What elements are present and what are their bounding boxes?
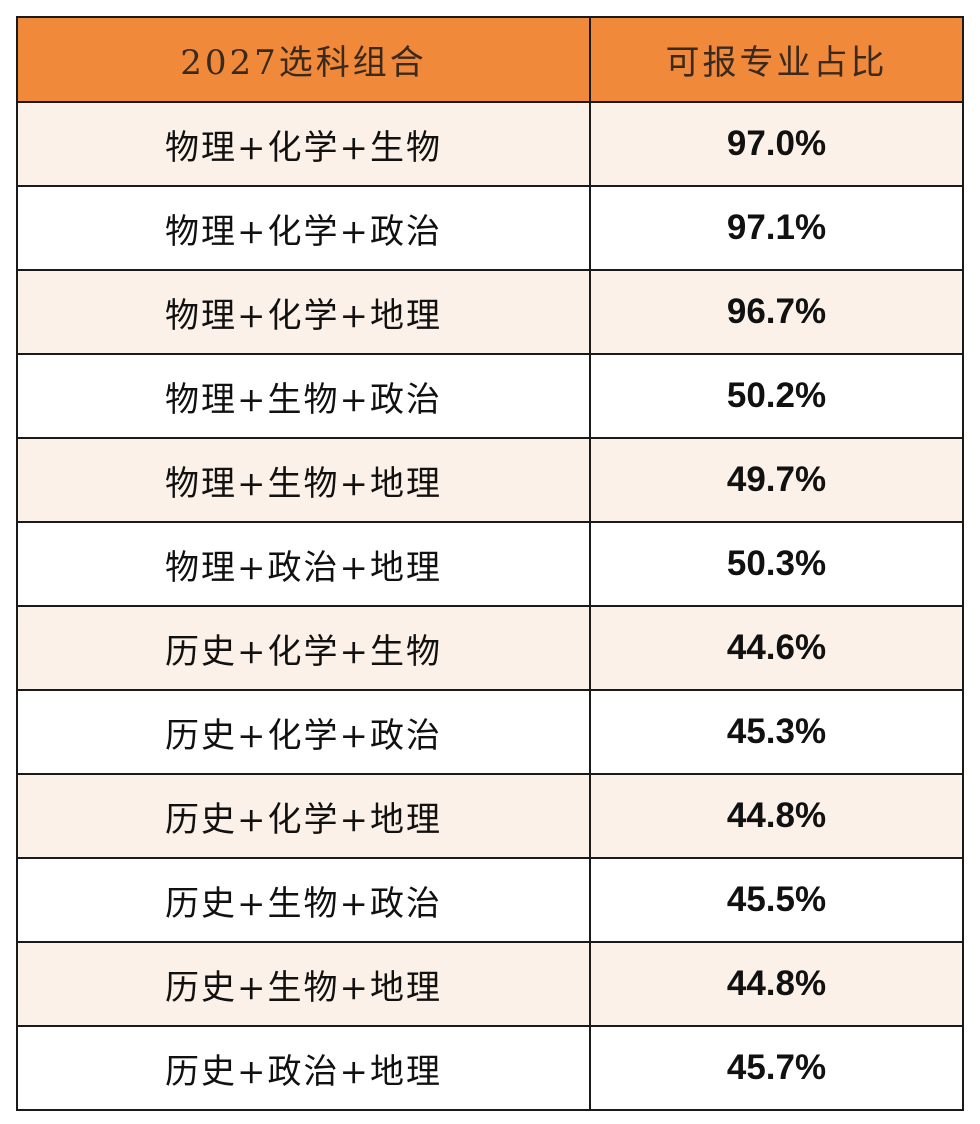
combination-cell: 物理+生物+政治 [18,355,591,437]
table-row: 物理+政治+地理 50.3% [18,521,962,605]
table-row: 物理+化学+生物 97.0% [18,101,962,185]
percentage-cell: 49.7% [726,460,827,499]
table-header-row: 2027选科组合 可报专业占比 [18,18,962,101]
combination-cell: 历史+生物+政治 [18,859,591,941]
percentage-cell: 50.3% [726,544,827,583]
combination-cell: 物理+政治+地理 [18,523,591,605]
combination-cell: 历史+生物+地理 [18,943,591,1025]
percentage-cell: 44.8% [726,796,827,835]
percentage-cell: 97.1% [726,208,827,247]
combination-cell: 物理+生物+地理 [18,439,591,521]
combination-cell: 历史+化学+生物 [18,607,591,689]
percentage-cell: 45.7% [726,1048,827,1087]
table-row: 物理+化学+政治 97.1% [18,185,962,269]
combination-cell: 物理+化学+生物 [18,103,591,185]
percentage-cell: 97.0% [726,124,827,163]
table-row: 历史+生物+政治 45.5% [18,857,962,941]
combination-cell: 历史+政治+地理 [18,1027,591,1109]
percentage-cell: 45.5% [726,880,827,919]
table-row: 物理+化学+地理 96.7% [18,269,962,353]
percentage-cell: 44.6% [726,628,827,667]
combination-cell: 历史+化学+政治 [18,691,591,773]
header-percentage: 可报专业占比 [665,43,888,83]
combination-cell: 物理+化学+地理 [18,271,591,353]
combination-cell: 物理+化学+政治 [18,187,591,269]
table-row: 历史+政治+地理 45.7% [18,1025,962,1109]
subject-combination-table: 2027选科组合 可报专业占比 物理+化学+生物 97.0% 物理+化学+政治 … [16,16,964,1111]
percentage-cell: 96.7% [726,292,827,331]
header-combination: 2027选科组合 [18,18,591,101]
table-row: 历史+化学+生物 44.6% [18,605,962,689]
percentage-cell: 45.3% [726,712,827,751]
table-row: 历史+化学+政治 45.3% [18,689,962,773]
combination-cell: 历史+化学+地理 [18,775,591,857]
table-row: 历史+生物+地理 44.8% [18,941,962,1025]
table-row: 物理+生物+地理 49.7% [18,437,962,521]
table-row: 物理+生物+政治 50.2% [18,353,962,437]
table-row: 历史+化学+地理 44.8% [18,773,962,857]
percentage-cell: 50.2% [726,376,827,415]
percentage-cell: 44.8% [726,964,827,1003]
